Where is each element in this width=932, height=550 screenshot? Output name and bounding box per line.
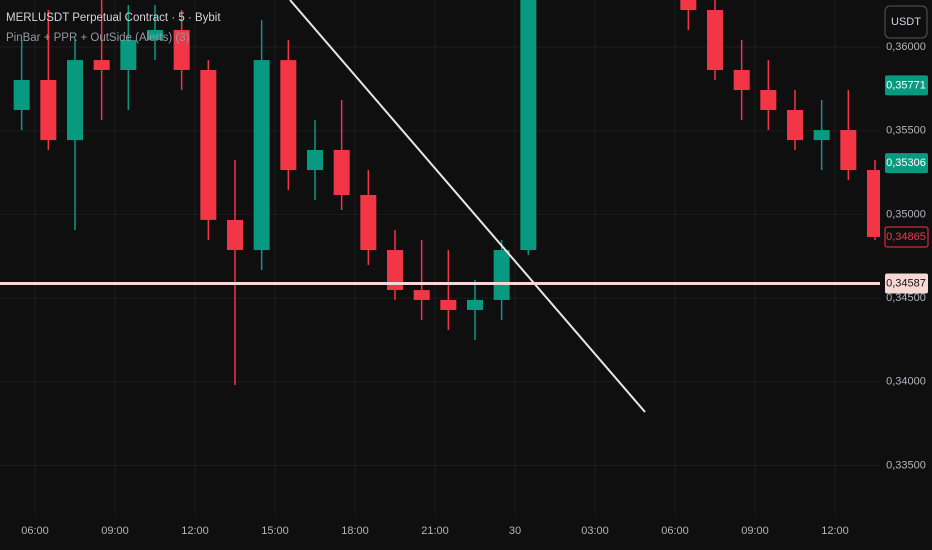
candle-body	[680, 0, 697, 11]
x-tick-label: 12:00	[181, 525, 209, 537]
indicator-name: PinBar + PPR + OutSide (Alerts) (3)	[6, 32, 190, 44]
candle-body	[200, 69, 217, 220]
candle-body	[413, 290, 430, 300]
candle-body	[840, 130, 857, 171]
candle-body	[227, 219, 243, 251]
candle-body	[760, 90, 777, 110]
x-tick-label: 30	[509, 525, 521, 537]
candle-body	[253, 60, 270, 251]
x-tick-label: 06:00	[21, 525, 49, 537]
candle-body	[173, 29, 190, 70]
y-tick-label: 0,35500	[886, 125, 926, 137]
x-tick-label: 09:00	[101, 525, 129, 537]
candle-body	[787, 109, 803, 141]
price-badge	[885, 273, 928, 294]
chart-title: MERLUSDT Perpetual Contract · 5 · Bybit	[6, 12, 221, 24]
candle-body	[93, 60, 110, 70]
currency-label: USDT	[891, 16, 921, 28]
candle-body	[40, 80, 57, 141]
x-tick-label: 09:00	[741, 525, 769, 537]
x-tick-label: 06:00	[661, 525, 689, 537]
y-tick-label: 0,35000	[886, 208, 926, 220]
candle-body	[867, 170, 880, 237]
candle-body	[733, 69, 750, 91]
price-badge-label: 0,35771	[886, 79, 926, 91]
candle-body	[67, 60, 83, 141]
x-tick-label: 15:00	[261, 525, 289, 537]
candle-body	[13, 80, 30, 110]
price-badge-label: 0,35306	[886, 157, 926, 169]
price-badge	[884, 226, 929, 248]
candle-body	[467, 299, 483, 310]
price-badge	[885, 153, 928, 174]
x-tick-label: 21:00	[421, 525, 449, 537]
y-tick-label: 0,33500	[886, 459, 926, 471]
candle-body	[520, 0, 537, 251]
y-tick-label: 0,36000	[886, 41, 926, 53]
candle-body	[333, 149, 350, 195]
candle-body	[120, 40, 137, 70]
trend-line	[289, 0, 646, 413]
candle-body	[493, 250, 510, 300]
price-badge-label: 0,34865	[886, 231, 926, 243]
price-badge	[885, 75, 928, 96]
candle-body	[707, 10, 723, 70]
plot-area	[0, 0, 880, 515]
y-tick-label: 0,34000	[886, 376, 926, 388]
candle-body	[813, 130, 830, 141]
x-tick-label: 18:00	[341, 525, 369, 537]
candle-body	[280, 60, 297, 171]
x-tick-label: 12:00	[821, 525, 849, 537]
candle-body	[387, 250, 403, 291]
y-tick-label: 0,34500	[886, 292, 926, 304]
price-badge-label: 0,34587	[886, 277, 926, 289]
candle-body	[307, 149, 323, 171]
candle-body	[360, 194, 377, 251]
candle-body	[440, 299, 457, 310]
currency-button[interactable]	[884, 5, 928, 39]
x-tick-label: 03:00	[581, 525, 609, 537]
candle-body	[147, 29, 163, 41]
